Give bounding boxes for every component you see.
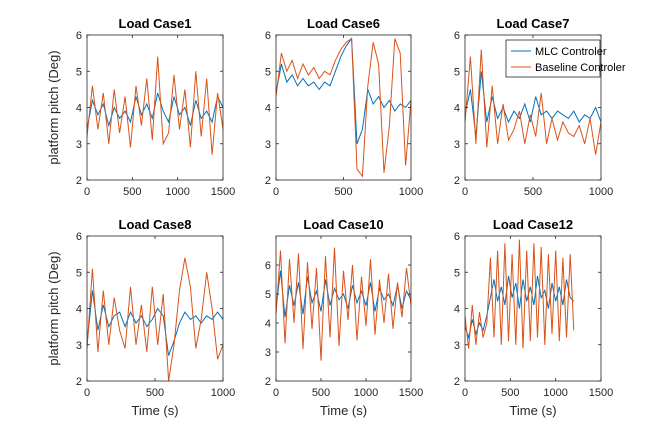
legend-box (505, 39, 601, 78)
subplot-title: Load Case8 (119, 217, 192, 232)
y-tick-label: 5 (454, 66, 460, 78)
plot-area (276, 35, 411, 180)
x-tick-label: 1500 (399, 387, 423, 399)
y-tick-label: 2 (76, 175, 82, 187)
x-tick-label: 0 (273, 186, 279, 198)
series-line-baseline (276, 247, 411, 361)
legend-label: Baseline Controler (535, 62, 626, 74)
y-tick-label: 3 (76, 139, 82, 151)
y-tick-label: 6 (76, 30, 82, 42)
y-tick-label: 4 (265, 103, 271, 115)
y-tick-label: 2 (454, 376, 460, 388)
y-tick-label: 2 (454, 175, 460, 187)
y-tick-label: 6 (454, 30, 460, 42)
series-line-baseline (465, 239, 575, 349)
y-tick-label: 5 (76, 267, 82, 279)
y-tick-label: 5 (265, 289, 271, 301)
subplot-title: Load Case10 (303, 217, 383, 232)
subplot-title: Load Case7 (497, 16, 570, 31)
x-tick-label: 1000 (589, 186, 613, 198)
series-line-mlc (465, 275, 575, 340)
y-tick-label: 4 (76, 304, 82, 316)
y-tick-label: 4 (265, 318, 271, 330)
subplot-6: 0 500 1000 1500 2 3 4 5 6 Load Case12 Time (s) (454, 217, 613, 418)
y-tick-label: 5 (265, 66, 271, 78)
y-tick-label: 2 (265, 376, 271, 388)
x-axis-label: Time (s) (320, 403, 367, 418)
x-tick-label: 1000 (354, 387, 378, 399)
y-tick-label: 6 (265, 30, 271, 42)
series-line-mlc (276, 270, 411, 318)
x-tick-label: 1000 (165, 186, 189, 198)
x-axis-label: Time (s) (509, 403, 556, 418)
y-axis-label: platform pitch (Deg) (46, 50, 61, 164)
legend-label: MLC Controler (535, 46, 607, 58)
subplot-2: 0 500 1000 2 3 4 5 6 Load Case6 (265, 16, 423, 198)
y-tick-label: 2 (265, 175, 271, 187)
x-axis-label: Time (s) (131, 403, 178, 418)
plot-area (87, 236, 223, 381)
series-line-baseline (87, 56, 223, 155)
x-tick-label: 1500 (589, 387, 613, 399)
subplot-1: 0 500 1000 1500 2 3 4 5 6 Load Case1 platform pitc… (46, 16, 235, 198)
y-tick-label: 6 (454, 231, 460, 243)
y-tick-label: 5 (76, 66, 82, 78)
series-line-mlc (465, 71, 601, 137)
x-tick-label: 1000 (543, 387, 567, 399)
legend: MLC Controler Baseline Controler (505, 39, 626, 78)
subplot-title: Load Case1 (119, 16, 192, 31)
y-tick-label: 4 (454, 103, 460, 115)
y-tick-label: 4 (76, 103, 82, 115)
x-tick-label: 0 (462, 387, 468, 399)
y-tick-label: 3 (454, 340, 460, 352)
y-tick-label: 2 (76, 376, 82, 388)
subplot-4: 0 500 1000 2 3 4 5 6 Load Case8 Time (s) platform … (46, 217, 235, 418)
series-line-baseline (87, 257, 223, 381)
x-tick-label: 0 (84, 186, 90, 198)
x-tick-label: 500 (334, 186, 352, 198)
x-tick-label: 500 (524, 186, 542, 198)
y-tick-label: 4 (454, 304, 460, 316)
y-tick-label: 6 (265, 260, 271, 272)
series-line-baseline (276, 37, 411, 178)
y-tick-label: 3 (265, 139, 271, 151)
x-tick-label: 500 (312, 387, 330, 399)
x-tick-label: 0 (462, 186, 468, 198)
x-tick-label: 1500 (211, 186, 235, 198)
subplot-title: Load Case6 (307, 16, 380, 31)
subplot-5: 0 500 1000 1500 2 3 4 5 6 Load Case10 Time (s) (265, 217, 423, 418)
series-line-baseline (465, 49, 601, 155)
series-line-mlc (276, 37, 411, 144)
y-axis-label: platform pitch (Deg) (46, 251, 61, 365)
x-tick-label: 500 (146, 387, 164, 399)
x-tick-label: 500 (123, 186, 141, 198)
axes-box (275, 235, 412, 382)
plot-area (276, 236, 411, 381)
y-tick-label: 6 (76, 231, 82, 243)
subplot-title: Load Case12 (493, 217, 573, 232)
x-tick-label: 1000 (399, 186, 423, 198)
x-tick-label: 500 (501, 387, 519, 399)
x-tick-label: 0 (273, 387, 279, 399)
x-tick-label: 1000 (211, 387, 235, 399)
x-tick-label: 0 (84, 387, 90, 399)
y-tick-label: 3 (76, 340, 82, 352)
y-tick-label: 3 (265, 347, 271, 359)
y-tick-label: 3 (454, 139, 460, 151)
y-tick-label: 5 (454, 267, 460, 279)
